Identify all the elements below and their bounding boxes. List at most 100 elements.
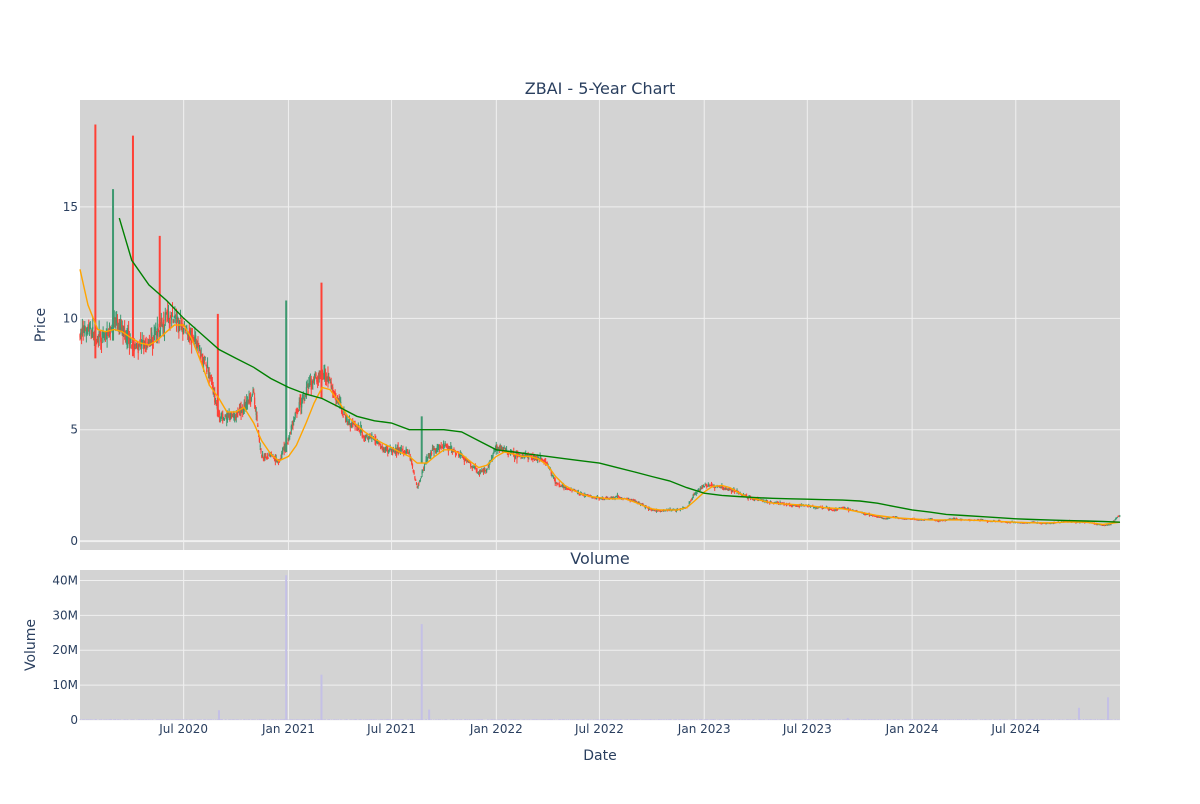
volume-bar — [453, 719, 454, 720]
x-tick-label: Jul 2021 — [366, 722, 416, 736]
volume-bar — [725, 719, 726, 720]
volume-bar — [403, 719, 404, 720]
volume-bar — [821, 719, 822, 720]
volume-bar — [854, 719, 855, 720]
volume-bar — [662, 719, 663, 720]
volume-bar — [208, 719, 209, 720]
volume-bar — [494, 719, 495, 720]
volume-bar — [1098, 719, 1099, 720]
volume-bar — [228, 719, 229, 720]
volume-bar — [176, 719, 177, 720]
volume-bar — [593, 719, 594, 720]
volume-y-tick-label: 20M — [52, 643, 78, 657]
volume-spike-bar — [285, 575, 287, 720]
volume-bar — [533, 719, 534, 720]
volume-bar — [595, 719, 596, 720]
volume-bar — [472, 719, 473, 720]
volume-bar — [961, 719, 962, 720]
volume-bar — [164, 719, 165, 720]
price-candle-body — [456, 454, 457, 455]
volume-bar — [280, 719, 281, 720]
volume-bar — [1089, 719, 1090, 720]
volume-bar — [1058, 719, 1059, 720]
volume-bar — [719, 719, 720, 720]
volume-bar — [292, 719, 293, 720]
volume-bar — [456, 719, 457, 720]
volume-bar — [1086, 719, 1087, 720]
volume-bar — [351, 719, 352, 720]
volume-bar — [471, 719, 472, 720]
volume-bar — [350, 719, 351, 720]
volume-bar — [1095, 719, 1096, 720]
volume-bar — [246, 719, 247, 720]
volume-bar — [724, 719, 725, 720]
volume-bar — [955, 719, 956, 720]
volume-bar — [383, 719, 384, 720]
volume-bar — [912, 719, 913, 720]
volume-bar — [602, 719, 603, 720]
volume-bar — [921, 719, 922, 720]
volume-bar — [222, 719, 223, 720]
volume-bar — [381, 719, 382, 720]
volume-spike-bar — [421, 624, 423, 720]
volume-bar — [515, 719, 516, 720]
volume-bar — [478, 719, 479, 720]
volume-bar — [182, 719, 183, 720]
volume-bar — [770, 719, 771, 720]
volume-bar — [1099, 719, 1100, 720]
volume-bar — [294, 719, 295, 720]
volume-bar — [1068, 719, 1069, 720]
volume-bar — [110, 719, 111, 720]
volume-bar — [183, 719, 184, 720]
volume-bar — [936, 719, 937, 720]
volume-bar — [464, 719, 465, 720]
volume-bar — [229, 719, 230, 720]
volume-bar — [710, 719, 711, 720]
volume-y-tick-label: 30M — [52, 608, 78, 622]
volume-bar — [115, 719, 116, 720]
volume-bar — [934, 719, 935, 720]
volume-bar — [684, 719, 685, 720]
volume-bar — [783, 719, 784, 720]
volume-bar — [389, 719, 390, 720]
x-tick-label: Jul 2022 — [574, 722, 624, 736]
volume-bar — [499, 719, 500, 720]
volume-bar — [772, 719, 773, 720]
volume-bar — [510, 719, 511, 720]
volume-bar — [897, 719, 898, 720]
volume-bar — [314, 719, 315, 720]
volume-bar — [938, 719, 939, 720]
volume-bar — [1020, 719, 1021, 720]
volume-bar — [269, 719, 270, 720]
volume-bar — [758, 719, 759, 720]
volume-bar — [917, 719, 918, 720]
volume-bar — [574, 719, 575, 720]
price-plot-area — [80, 100, 1120, 550]
volume-bar — [694, 719, 695, 720]
volume-bar — [104, 719, 105, 720]
price-candle-body — [256, 415, 257, 421]
volume-bar — [655, 719, 656, 720]
volume-bar — [390, 719, 391, 720]
volume-bar — [114, 719, 115, 720]
volume-bar — [236, 719, 237, 720]
volume-bar — [1032, 719, 1033, 720]
volume-bar — [203, 719, 204, 720]
volume-bar — [355, 719, 356, 720]
volume-y-axis-label: Volume — [23, 619, 39, 671]
volume-bar — [604, 719, 605, 720]
price-y-axis-label: Price — [33, 308, 49, 342]
x-tick-label: Jan 2022 — [469, 722, 523, 736]
volume-bar — [635, 719, 636, 720]
volume-bar — [726, 719, 727, 720]
volume-bar — [564, 719, 565, 720]
volume-bar — [1068, 719, 1069, 720]
volume-bar — [105, 719, 106, 720]
volume-bar — [1003, 719, 1004, 720]
volume-bar — [796, 719, 797, 720]
volume-bar — [414, 719, 415, 720]
volume-bar — [583, 719, 584, 720]
volume-bar — [909, 719, 910, 720]
volume-bar — [88, 719, 89, 720]
